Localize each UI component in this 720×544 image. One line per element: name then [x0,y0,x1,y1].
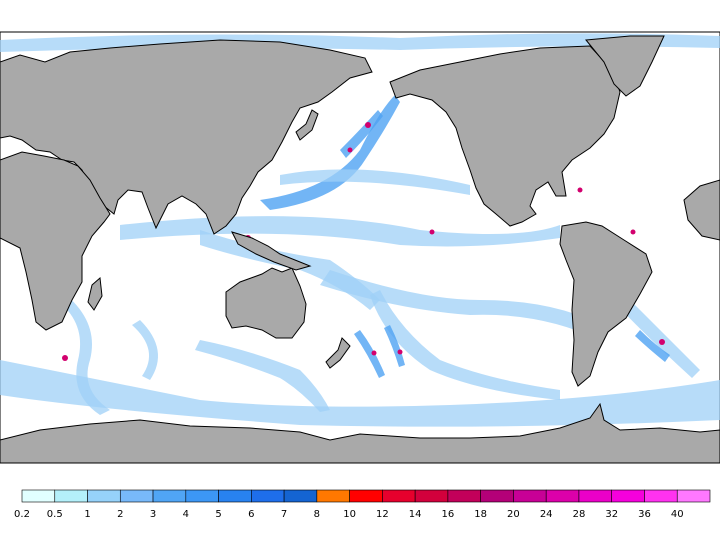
colorbar-swatch [283,489,318,503]
colorbar-label: 16 [442,509,455,520]
colorbar-swatch [185,489,219,503]
land [0,35,720,464]
colorbar-label: 0.5 [47,509,63,520]
colorbar-label: 32 [605,509,618,520]
colorbar-label: 18 [474,509,487,520]
colorbar-swatch [382,489,416,503]
rain-core [397,349,403,355]
colorbar-label: 5 [215,509,221,520]
colorbar-swatch [21,489,56,503]
colorbar-label: 2 [117,509,123,520]
colorbar-label: 40 [671,509,684,520]
colorbar-swatch [349,489,383,503]
rain-band [120,216,560,247]
new-zealand [325,337,351,369]
precipitation-field [0,33,720,427]
colorbar-swatch [218,489,252,503]
colorbar-swatch [480,489,514,503]
rain-band [260,95,400,210]
rain-band [132,320,158,380]
colorbar-swatch [119,489,154,503]
rain-core [62,355,68,361]
rain-band [370,290,560,400]
colorbar-swatch [611,489,645,503]
rain-core [659,339,665,345]
colorbar-swatch [87,489,121,503]
rain-band [280,169,470,195]
colorbar-label: 28 [573,509,586,520]
africa [0,151,111,331]
japan [295,109,319,141]
south-america [559,221,653,387]
rain-band [354,330,385,378]
colorbar-label: 0.2 [14,509,30,520]
colorbar-swatch [54,489,88,503]
colorbar-swatch [152,489,187,503]
rain-band [320,270,610,340]
australia [225,267,307,339]
colorbar-swatch [513,489,547,503]
rain-band [340,110,383,158]
rain-band [612,290,700,378]
maritime-continent [231,231,312,271]
colorbar-label: 14 [409,509,422,520]
rain-band [195,340,330,412]
colorbar-swatch [676,489,711,503]
colorbar-swatch [545,489,580,503]
colorbar-swatch [414,489,449,503]
rain-band [200,230,380,310]
rain-band [0,360,720,427]
colorbar-label: 10 [343,509,356,520]
rain-core [630,229,636,235]
rain-core [429,229,435,235]
greenland [585,35,665,97]
africa-west [683,179,720,241]
colorbar-label: 36 [638,509,651,520]
antarctica [0,402,720,464]
colorbar-label: 3 [150,509,156,520]
colorbar-swatch [316,489,350,503]
madagascar [87,276,103,311]
colorbar-label: 12 [376,509,389,520]
rain-band [50,290,110,415]
map [0,31,720,464]
colorbar-swatch [447,489,481,503]
colorbar-swatch [251,489,285,503]
colorbar-swatch [578,489,613,503]
colorbar: 0.2 0.5 1 2 3 4 5 6 7 8 10 12 14 16 18 20 24 28 32 36 40 [14,489,711,520]
colorbar-label: 1 [84,509,90,520]
rain-core [347,147,353,153]
rain-band [384,325,405,367]
colorbar-label: 8 [314,509,320,520]
colorbar-swatch [644,489,678,503]
colorbar-label: 6 [248,509,254,520]
colorbar-label: 24 [540,509,553,520]
rain-core [365,122,371,128]
rain-core [577,187,583,193]
colorbar-label: 7 [281,509,287,520]
colorbar-label: 4 [183,509,189,520]
rain-core [371,350,377,356]
colorbar-label: 20 [507,509,520,520]
rain-band [635,330,670,362]
